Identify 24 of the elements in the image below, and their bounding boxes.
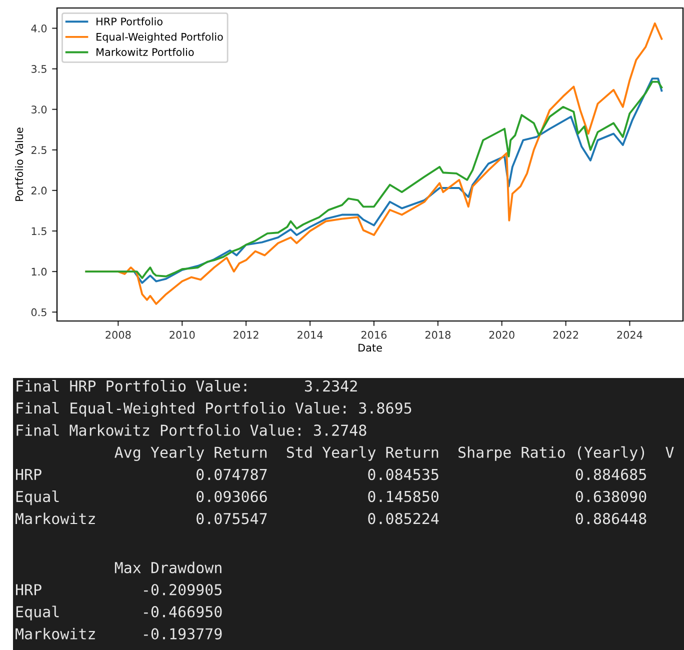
x-tick-label: 2012 [234, 330, 258, 339]
y-tick-label: 3.5 [32, 65, 46, 73]
x-tick-label: 2024 [617, 330, 642, 339]
text: Final HRP Portfolio Value: 3.2342 Final Equal-Weighted Portfolio Value: 3.8695 Final Markowitz Portfolio Value: 3.2748 Avg Yearly Return Std Yearly Return Sharpe Ratio (Yearly) V HRP 0.074787 0.084535 0.884685 Equal 0.093066 0.145850 0.638090 Markowitz 0.075547 0.085224 0.886448 [16, 380, 674, 524]
x-tick-label: 2022 [553, 330, 578, 339]
x-tick-label: 2018 [425, 330, 450, 339]
y-tick-label: 2.0 [31, 186, 47, 195]
x-tick-label: 2016 [361, 330, 387, 339]
x-tick-label: 2008 [106, 330, 131, 339]
x-tick-label: 2020 [489, 330, 514, 339]
text: Max Drawdown HRP -0.209905 Equal -0.466950 Markowitz -0.193779 [16, 562, 222, 640]
x-tick-label: 2010 [170, 330, 195, 339]
x-axis-title: Date [358, 344, 382, 352]
y-tick-label: 0.5 [31, 308, 46, 316]
y-tick-label: 1.0 [32, 268, 47, 276]
y-axis-title: Portfolio Value [15, 128, 24, 201]
y-tick-label: 2.5 [31, 146, 46, 154]
y-tick-label: 1.5 [32, 227, 46, 236]
y-tick-label: 4.0 [31, 24, 47, 32]
x-tick-label: 2014 [298, 330, 323, 339]
legend-label: HRP Portfolio [96, 17, 162, 26]
legend-label: Equal-Weighted Portfolio [96, 32, 223, 43]
y-tick-label: 3.0 [32, 106, 47, 114]
legend-label: Markowitz Portfolio [96, 48, 194, 56]
